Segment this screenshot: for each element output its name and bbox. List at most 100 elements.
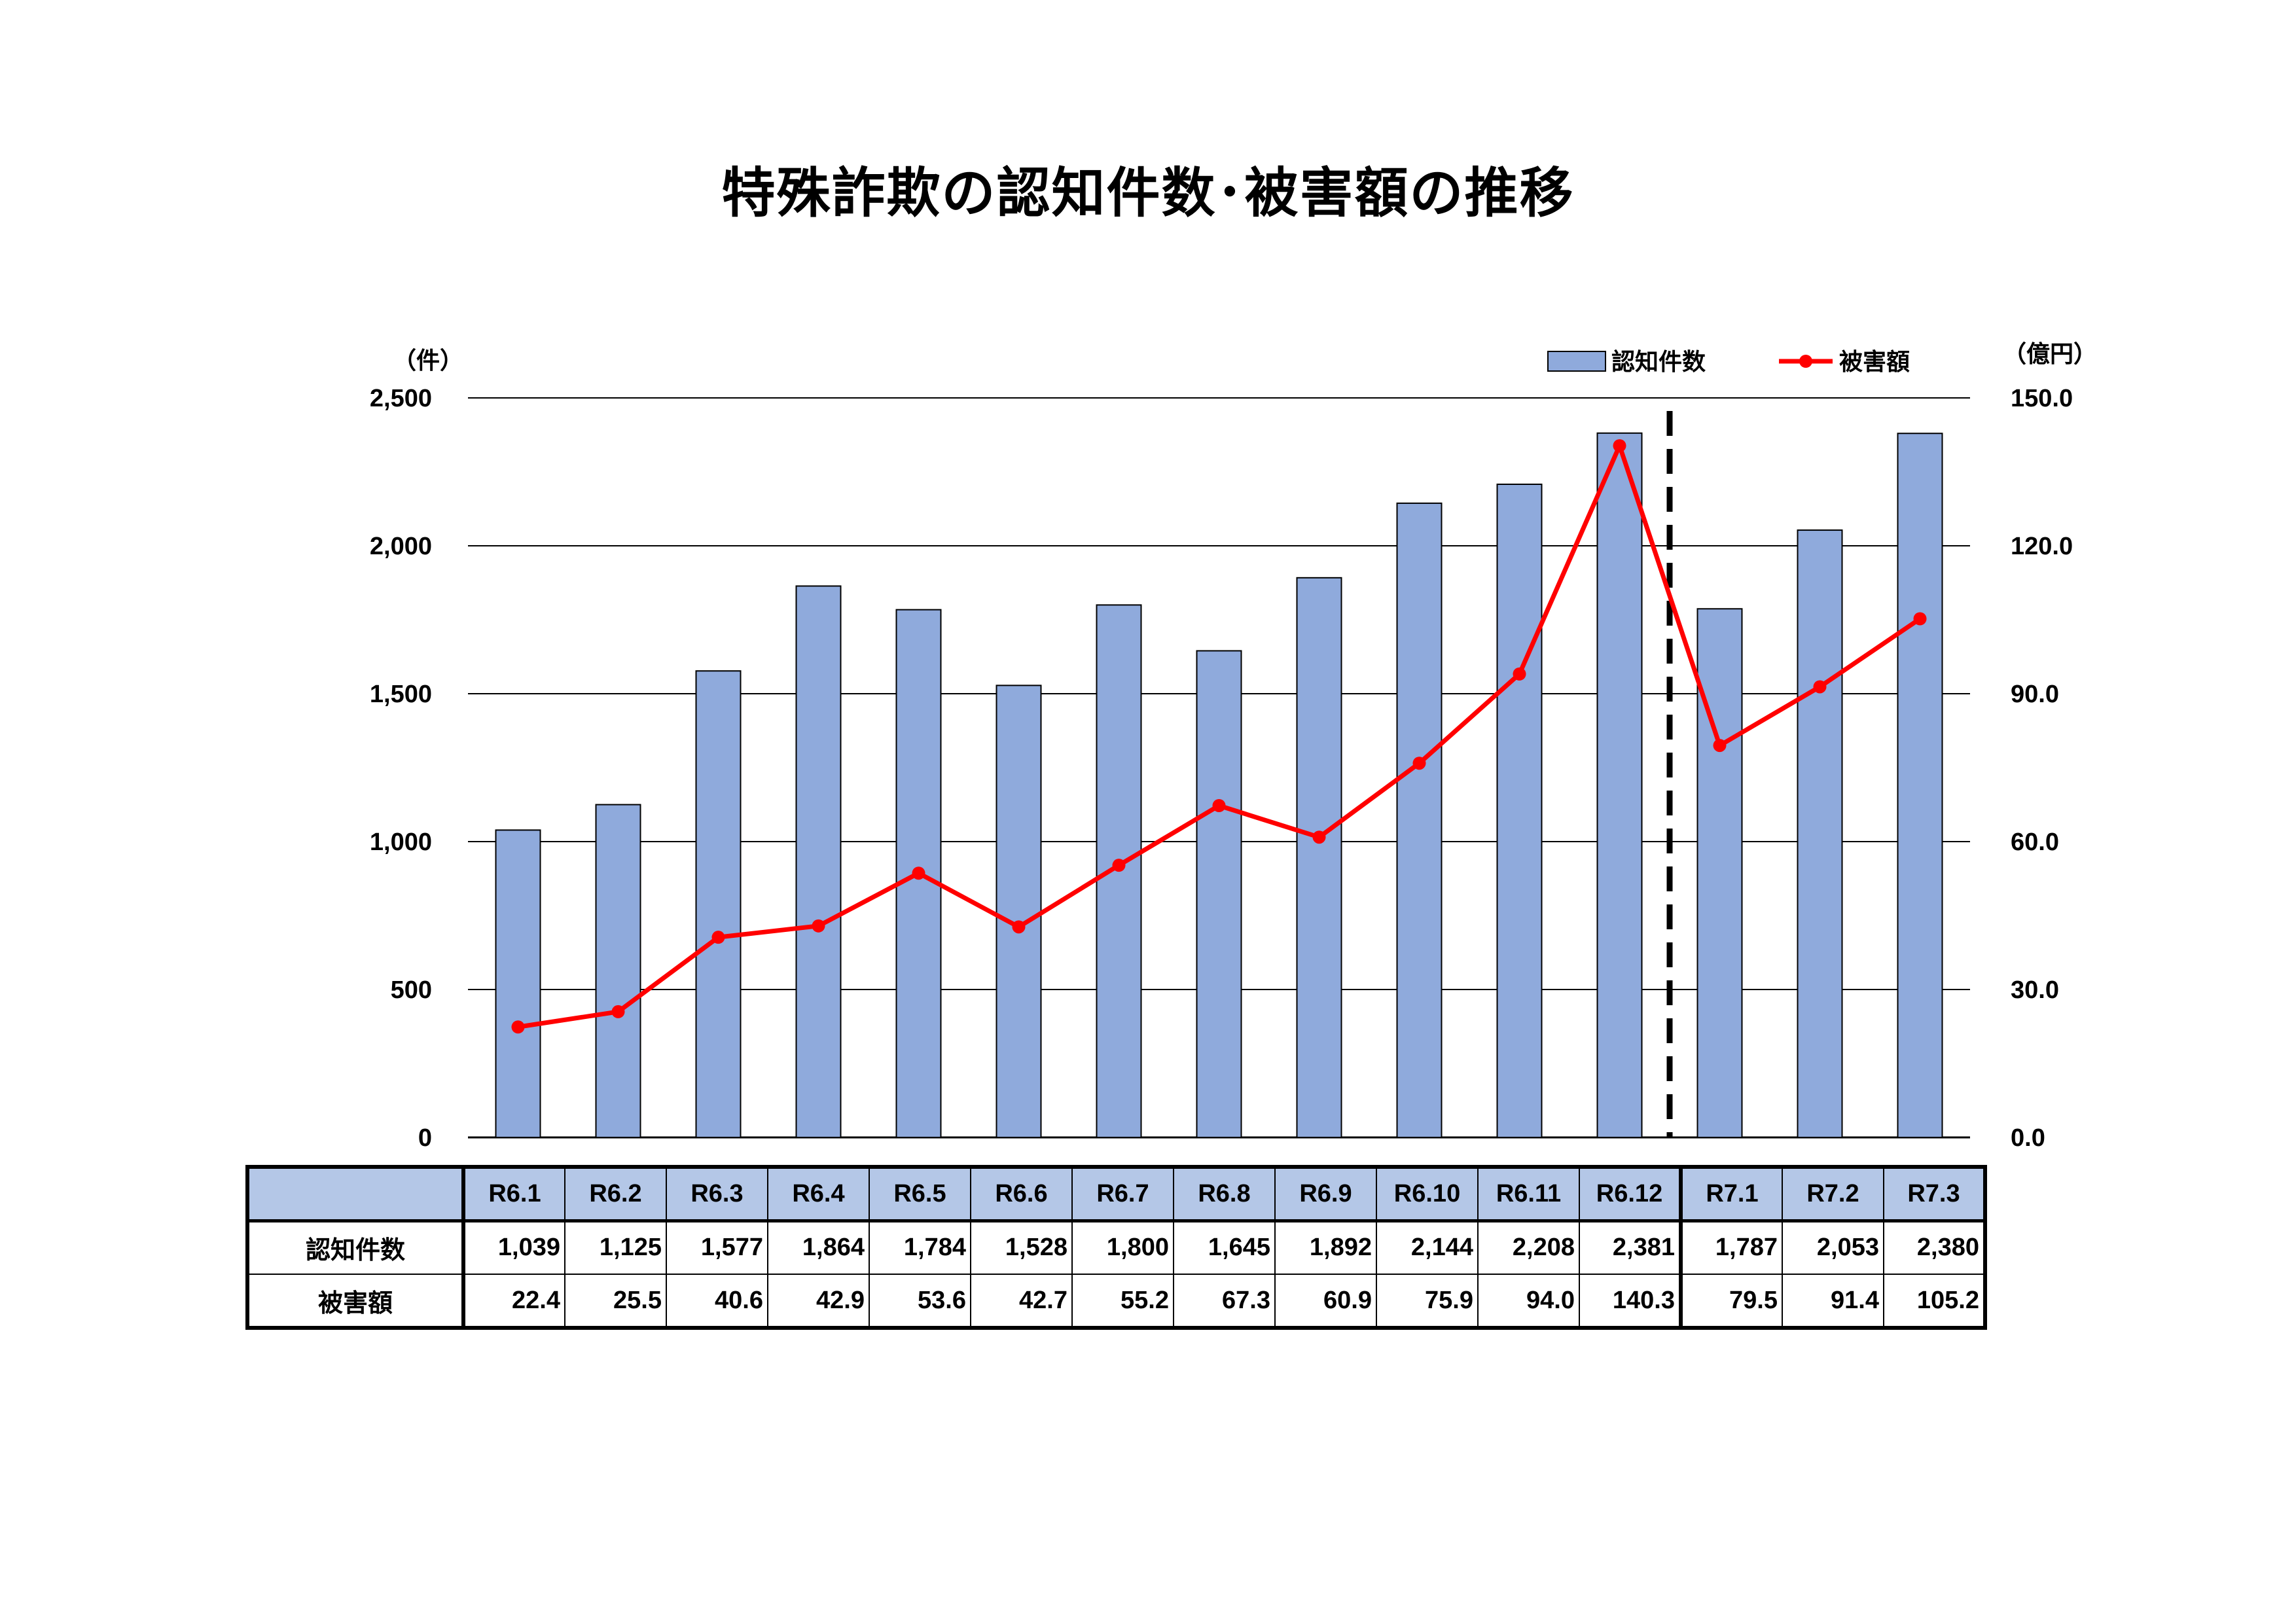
- table-cell: 79.5: [1680, 1274, 1783, 1329]
- table-row: 認知件数 1,039 1,125 1,577 1,864 1,784 1,528 1,800 1…: [247, 1220, 1986, 1275]
- table-header-row: R6.1 R6.2 R6.3 R6.4 R6.5 R6.6 R6.7 R6.8 R6.9 R6.1…: [247, 1166, 1986, 1222]
- table-corner: [247, 1166, 465, 1222]
- chart-title: 特殊詐欺の認知件数･被害額の推移: [721, 162, 1575, 224]
- table-cell: 2,053: [1782, 1220, 1884, 1275]
- left-tick-label: 2,500: [370, 385, 432, 412]
- bar: [1496, 483, 1543, 1138]
- table-header-cell: R7.2: [1782, 1166, 1884, 1222]
- right-axis-unit: （億円）: [2003, 341, 2097, 368]
- table-header-cell: R6.4: [767, 1166, 870, 1222]
- table-row-label: 被害額: [247, 1274, 465, 1329]
- damage-point: [912, 866, 925, 880]
- table-cell: 1,864: [767, 1220, 870, 1275]
- data-table: R6.1 R6.2 R6.3 R6.4 R6.5 R6.6 R6.7 R6.8 R6.9 R6.1…: [245, 1165, 1987, 1330]
- table-cell: 1,577: [666, 1220, 768, 1275]
- damage-point: [711, 931, 725, 944]
- table-cell: 1,125: [564, 1220, 667, 1275]
- table-cell: 25.5: [564, 1274, 667, 1329]
- table-header-cell: R6.5: [869, 1166, 971, 1222]
- table-header-cell: R7.3: [1883, 1166, 1986, 1222]
- right-tick-label: 30.0: [2011, 976, 2059, 1004]
- table-header-cell: R6.10: [1376, 1166, 1479, 1222]
- legend-line-label: 被害額: [1839, 349, 1910, 376]
- table-cell: 2,380: [1883, 1220, 1986, 1275]
- damage-point: [1613, 439, 1626, 453]
- damage-point: [1412, 757, 1426, 770]
- left-axis-unit: （件）: [393, 348, 463, 374]
- damage-point: [1112, 859, 1126, 872]
- bar: [1596, 432, 1643, 1139]
- line-series-damage: [511, 439, 1927, 1034]
- bar: [1797, 529, 1843, 1138]
- bar: [895, 609, 942, 1138]
- left-tick-label: 2,000: [370, 533, 432, 560]
- bar: [1396, 502, 1443, 1138]
- damage-point: [611, 1005, 625, 1018]
- table-header-cell: R6.6: [970, 1166, 1073, 1222]
- table-header-cell: R6.9: [1274, 1166, 1377, 1222]
- bar: [595, 804, 641, 1138]
- table-cell: 42.9: [767, 1274, 870, 1329]
- bar: [695, 670, 742, 1139]
- damage-point: [1813, 680, 1827, 694]
- table-cell: 55.2: [1071, 1274, 1174, 1329]
- table-cell: 1,528: [970, 1220, 1073, 1275]
- table-cell: 53.6: [869, 1274, 971, 1329]
- damage-point: [1312, 830, 1326, 844]
- damage-point: [1513, 667, 1526, 681]
- right-tick-label: 90.0: [2011, 681, 2059, 708]
- damage-point: [1012, 920, 1026, 934]
- left-tick-label: 0: [418, 1124, 432, 1152]
- bar: [1696, 608, 1743, 1138]
- table-cell: 105.2: [1883, 1274, 1986, 1329]
- right-tick-label: 120.0: [2011, 533, 2073, 560]
- bar: [1296, 577, 1342, 1138]
- table-row: 被害額 22.4 25.5 40.6 42.9 53.6 42.7 55.2 67.3 60.9 7…: [247, 1274, 1986, 1329]
- legend-bar-swatch: [1547, 351, 1606, 372]
- left-tick-label: 1,000: [370, 829, 432, 856]
- damage-point: [1913, 612, 1927, 626]
- table-cell: 1,892: [1274, 1220, 1377, 1275]
- table-header-cell: R6.11: [1477, 1166, 1580, 1222]
- table-cell: 75.9: [1376, 1274, 1479, 1329]
- table-cell: 1,800: [1071, 1220, 1174, 1275]
- table-header-cell: R6.2: [564, 1166, 667, 1222]
- bar: [1196, 650, 1242, 1138]
- left-tick-label: 1,500: [370, 681, 432, 708]
- bar-series-count: [495, 432, 1943, 1139]
- table-cell: 140.3: [1579, 1274, 1683, 1329]
- bar: [1897, 433, 1943, 1138]
- table-cell: 2,208: [1477, 1220, 1580, 1275]
- axes: 0 500 1,000 1,500 2,000 2,500 0.0 30.0 60.0 90.0 1…: [370, 341, 2097, 1152]
- table-cell: 42.7: [970, 1274, 1073, 1329]
- table-cell: 91.4: [1782, 1274, 1884, 1329]
- bar: [495, 829, 541, 1138]
- table-cell: 67.3: [1173, 1274, 1276, 1329]
- table-cell: 94.0: [1477, 1274, 1580, 1329]
- table-cell: 1,787: [1680, 1220, 1783, 1275]
- right-tick-label: 0.0: [2011, 1124, 2045, 1152]
- table-header-cell: R6.8: [1173, 1166, 1276, 1222]
- legend-bar-label: 認知件数: [1611, 349, 1706, 376]
- damage-point: [1212, 799, 1226, 813]
- table-header-cell: R6.1: [463, 1166, 565, 1222]
- bar: [996, 685, 1042, 1138]
- table-header-cell: R7.1: [1680, 1166, 1783, 1222]
- damage-point: [511, 1020, 525, 1034]
- table-cell: 1,645: [1173, 1220, 1276, 1275]
- right-tick-label: 150.0: [2011, 385, 2073, 412]
- damage-point: [1713, 739, 1727, 753]
- table-row-label: 認知件数: [247, 1220, 465, 1275]
- table-cell: 2,381: [1579, 1220, 1683, 1275]
- table-cell: 1,039: [463, 1220, 565, 1275]
- right-tick-label: 60.0: [2011, 829, 2059, 856]
- bar: [795, 585, 842, 1138]
- table-cell: 40.6: [666, 1274, 768, 1329]
- legend-line-marker: [1799, 355, 1812, 368]
- table-cell: 60.9: [1274, 1274, 1377, 1329]
- damage-point: [812, 919, 825, 933]
- legend: 認知件数 被害額: [1547, 349, 1910, 376]
- table-cell: 1,784: [869, 1220, 971, 1275]
- table-cell: 2,144: [1376, 1220, 1479, 1275]
